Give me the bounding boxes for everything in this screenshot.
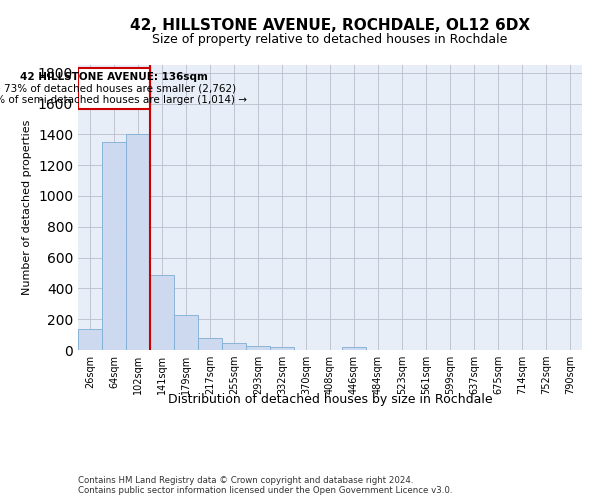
Bar — [342, 347, 366, 350]
Text: 42, HILLSTONE AVENUE, ROCHDALE, OL12 6DX: 42, HILLSTONE AVENUE, ROCHDALE, OL12 6DX — [130, 18, 530, 32]
Bar — [78, 329, 102, 350]
Y-axis label: Number of detached properties: Number of detached properties — [22, 120, 32, 295]
Bar — [198, 338, 222, 350]
Bar — [174, 316, 198, 350]
Text: Contains HM Land Registry data © Crown copyright and database right 2024.
Contai: Contains HM Land Registry data © Crown c… — [78, 476, 452, 495]
Bar — [78, 68, 150, 109]
Text: 27% of semi-detached houses are larger (1,014) →: 27% of semi-detached houses are larger (… — [0, 94, 247, 104]
Text: Distribution of detached houses by size in Rochdale: Distribution of detached houses by size … — [167, 392, 493, 406]
Text: ← 73% of detached houses are smaller (2,762): ← 73% of detached houses are smaller (2,… — [0, 84, 236, 94]
Text: 42 HILLSTONE AVENUE: 136sqm: 42 HILLSTONE AVENUE: 136sqm — [20, 72, 208, 83]
Bar — [222, 343, 246, 350]
Text: Size of property relative to detached houses in Rochdale: Size of property relative to detached ho… — [152, 32, 508, 46]
Bar — [150, 274, 174, 350]
Bar — [102, 142, 126, 350]
Bar — [270, 347, 294, 350]
Bar — [126, 134, 150, 350]
Bar — [246, 346, 270, 350]
